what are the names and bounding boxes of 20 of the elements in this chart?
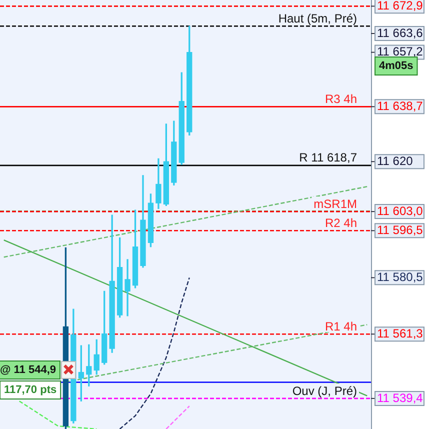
y-tick-label: 11 561,3 (377, 326, 424, 340)
ref-line-label: R1 4h (324, 319, 357, 334)
y-tick-label: 11 603,0 (377, 204, 424, 218)
y-tick-label: 11 663,6 (377, 26, 424, 40)
ref-line-label: R 11 618,7 (299, 150, 358, 165)
ref-line-label: Haut (5m, Pré) (278, 11, 357, 26)
y-tick-label: 11 596,5 (377, 222, 424, 237)
ref-line-label: mSR1M (314, 196, 357, 211)
y-tick-label: 11 539,4 (377, 390, 424, 405)
y-tick-label: 11 638,7 (377, 98, 424, 113)
text: 4m05s (379, 60, 414, 72)
y-tick-label: 11 672,9 (377, 0, 424, 12)
ref-line-label: R2 4h (324, 216, 357, 230)
ref-line-label: Ouv (J, Pré) (292, 384, 357, 398)
y-tick-label: 11 580,5 (377, 270, 424, 284)
annotation: @ 11 544,9 (0, 364, 56, 376)
y-tick-label: 11 657,2 (377, 44, 424, 59)
y-tick-label: 11 620 (377, 154, 414, 168)
ref-line-label: R3 4h (324, 92, 357, 106)
annotation: 117,70 pts (4, 384, 57, 396)
